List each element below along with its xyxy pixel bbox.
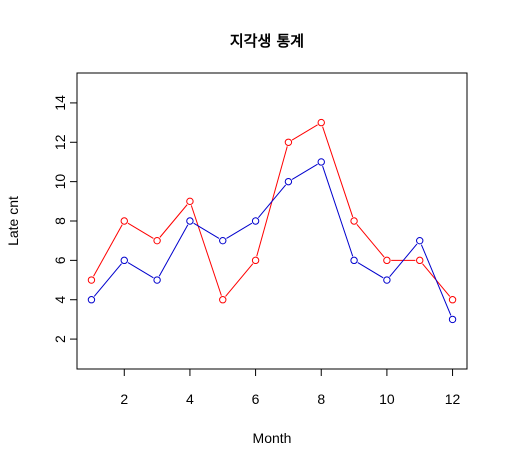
series-2	[87, 158, 457, 324]
x-tick-label: 8	[317, 391, 325, 407]
x-axis-label: Month	[253, 430, 292, 446]
series-1-point	[350, 217, 358, 225]
series-1-point	[120, 217, 128, 225]
x-tick-label: 10	[379, 391, 395, 407]
series-1-point	[186, 197, 194, 206]
series-1-segment	[225, 263, 254, 297]
series-2-point	[416, 236, 424, 245]
series-1-point	[448, 296, 457, 304]
series-2-point	[186, 217, 194, 225]
series-2-point	[350, 256, 358, 265]
series-2-segment	[291, 163, 318, 180]
series-2-point	[87, 296, 96, 304]
series-2-point	[120, 256, 128, 265]
chart-title: 지각생 통계	[230, 32, 304, 50]
series-2-segment	[389, 243, 418, 278]
series-2-point	[448, 315, 457, 324]
series-2-segment	[127, 262, 154, 279]
x-axis: 2 4 6 8 10 12	[120, 368, 461, 407]
series-2-segment	[322, 165, 354, 257]
series-1-segment	[159, 204, 188, 238]
series-2-point	[383, 276, 391, 284]
series-2-point	[219, 236, 227, 245]
series-2-segment	[257, 184, 287, 219]
series-1-segment	[322, 126, 354, 218]
y-axis: 2 4 6 8 10 12 14	[52, 95, 78, 343]
series-2-segment	[93, 263, 122, 297]
y-axis-label: Late cnt	[5, 196, 21, 246]
x-tick-label: 6	[252, 391, 260, 407]
series-layer	[87, 118, 457, 324]
x-tick-label: 12	[445, 391, 461, 407]
x-tick-label: 4	[186, 391, 194, 407]
series-1-point	[416, 256, 424, 265]
series-1	[87, 118, 457, 304]
series-1-point	[251, 256, 260, 265]
series-1-point	[284, 138, 293, 146]
series-1-segment	[93, 224, 123, 277]
series-2-point	[317, 158, 325, 166]
y-tick-label: 2	[52, 335, 68, 343]
y-tick-label: 8	[52, 217, 68, 225]
y-tick-label: 14	[52, 95, 68, 111]
series-2-segment	[226, 222, 253, 239]
series-2-point	[251, 217, 260, 225]
series-1-segment	[127, 222, 154, 239]
series-1-segment	[291, 124, 318, 141]
y-tick-label: 12	[52, 134, 68, 150]
series-2-segment	[158, 224, 189, 277]
series-2-segment	[420, 244, 452, 316]
series-1-point	[219, 296, 227, 304]
series-2-segment	[193, 222, 220, 239]
series-1-point	[153, 236, 161, 245]
plot-frame	[76, 72, 468, 370]
series-1-point	[87, 276, 96, 284]
series-2-point	[153, 276, 161, 284]
series-2-point	[284, 177, 293, 186]
series-1-segment	[356, 223, 385, 258]
series-1-segment	[190, 205, 222, 296]
y-tick-label: 10	[52, 174, 68, 190]
series-2-segment	[357, 262, 384, 279]
series-1-point	[383, 256, 391, 265]
y-tick-label: 4	[52, 296, 68, 304]
x-tick-label: 2	[120, 391, 128, 407]
series-1-point	[317, 118, 325, 127]
y-tick-label: 6	[52, 256, 68, 264]
